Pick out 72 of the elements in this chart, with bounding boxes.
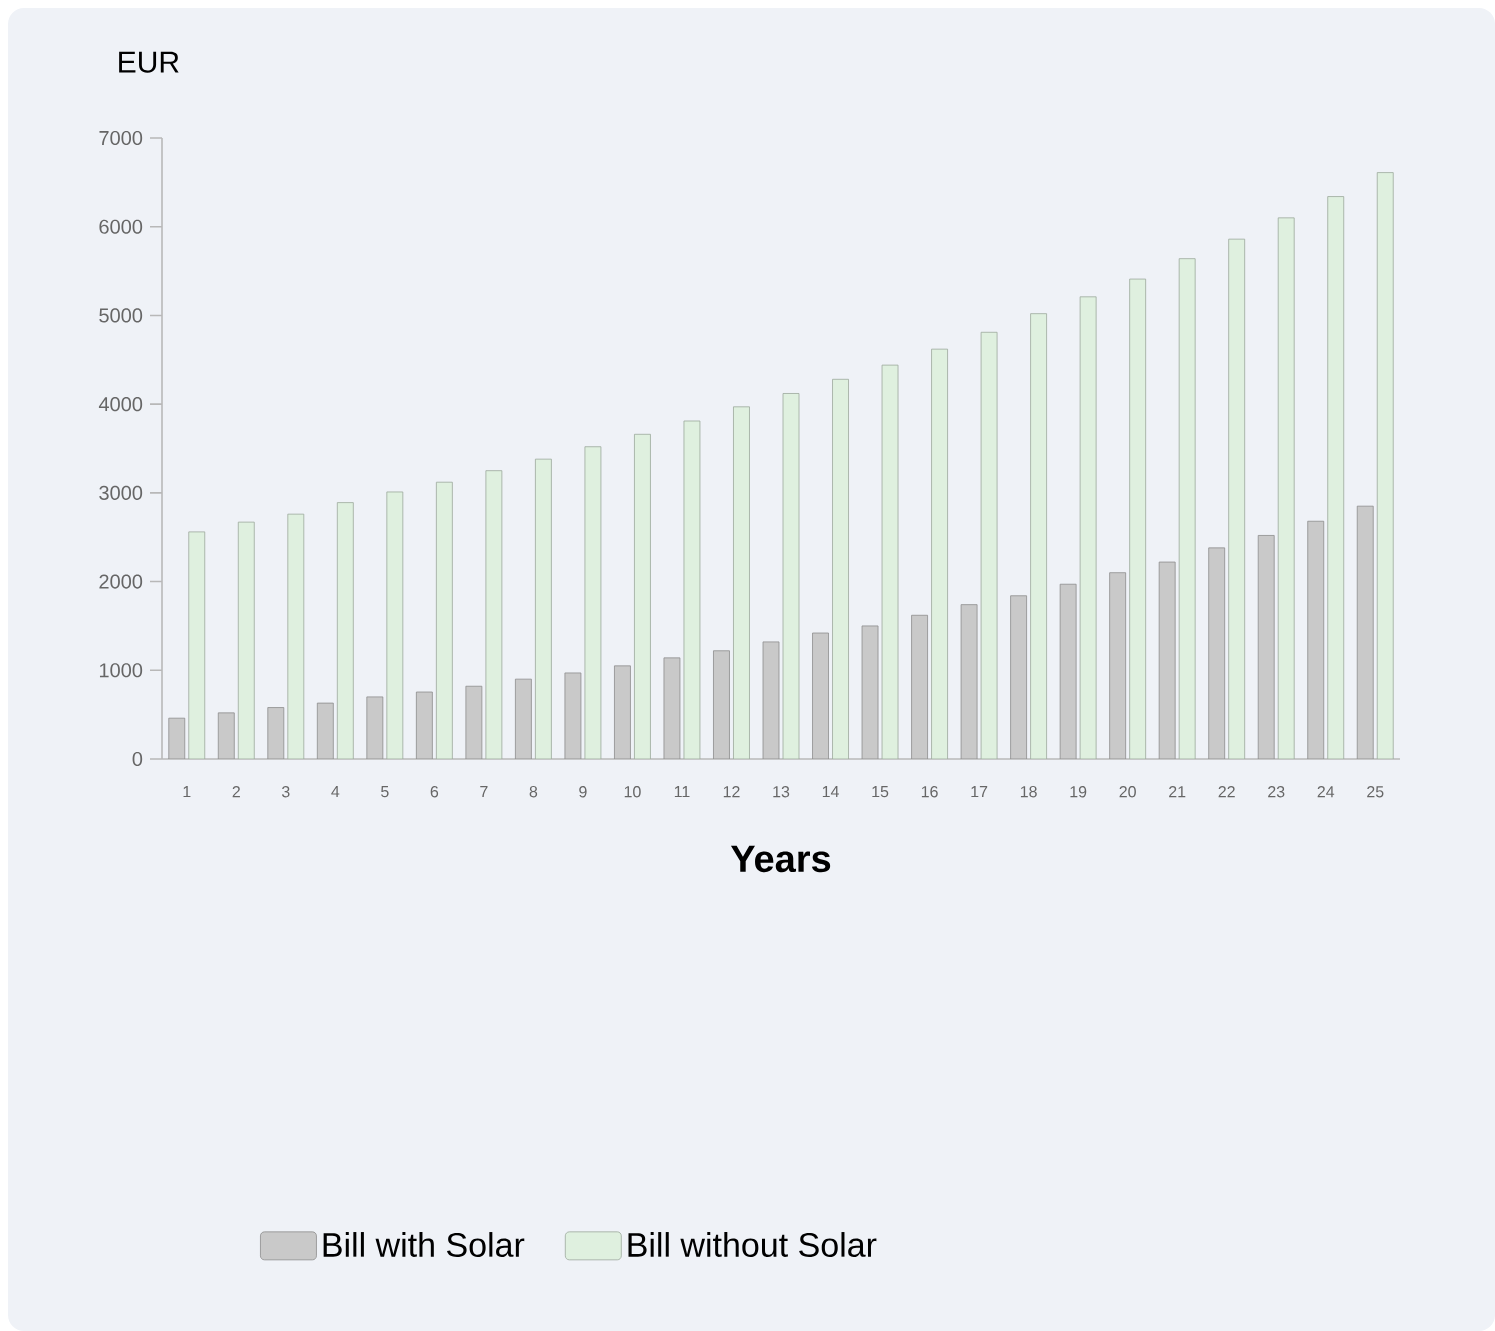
y-axis-title: EUR xyxy=(119,51,179,73)
bar xyxy=(733,406,750,759)
bar xyxy=(316,702,334,759)
bar xyxy=(336,502,354,759)
bar xyxy=(386,491,404,759)
bar xyxy=(287,513,305,759)
bar xyxy=(812,632,829,759)
x-tick-label: 25 xyxy=(1367,786,1384,798)
x-tick-label: 1 xyxy=(183,786,191,798)
bar xyxy=(1129,278,1147,759)
bar xyxy=(168,717,186,759)
bar xyxy=(1327,196,1345,759)
x-tick-label: 12 xyxy=(723,786,740,798)
x-tick-label: 18 xyxy=(1020,786,1037,798)
bar xyxy=(237,521,255,759)
x-tick-label: 6 xyxy=(430,786,439,798)
bar xyxy=(515,678,532,759)
x-tick-label: 7 xyxy=(480,786,488,798)
bar xyxy=(1228,238,1246,759)
x-tick-label: 19 xyxy=(1070,786,1087,798)
x-tick-label: 8 xyxy=(529,786,538,798)
bar xyxy=(1109,572,1127,759)
bar xyxy=(535,458,552,759)
bar xyxy=(1010,595,1027,759)
bar xyxy=(188,531,206,759)
bar xyxy=(366,696,384,759)
x-tick-label: 14 xyxy=(822,786,839,798)
bar xyxy=(1178,258,1196,759)
bar xyxy=(1257,535,1275,759)
x-tick-label: 21 xyxy=(1169,786,1186,798)
x-tick-label: 3 xyxy=(281,786,290,798)
y-tick-label: 4000 xyxy=(98,397,143,412)
x-tick-label: 17 xyxy=(971,786,988,798)
bar xyxy=(713,650,730,759)
bar xyxy=(931,348,948,759)
bar xyxy=(614,665,631,759)
y-tick-label: 3000 xyxy=(99,485,143,500)
bar xyxy=(1356,505,1374,759)
y-tick-label: 6000 xyxy=(99,219,143,234)
bar xyxy=(911,614,928,759)
bar xyxy=(1307,520,1325,759)
y-tick-label: 7000 xyxy=(99,130,143,146)
bar xyxy=(1030,313,1048,759)
bar xyxy=(1208,547,1226,759)
x-tick-label: 13 xyxy=(773,786,790,798)
bar xyxy=(1277,217,1295,759)
bar xyxy=(267,707,285,759)
y-tick-label: 0 xyxy=(132,751,143,767)
x-tick-label: 10 xyxy=(624,786,641,798)
bar xyxy=(832,378,849,759)
y-tick-label: 1000 xyxy=(99,663,143,678)
x-tick-label: 23 xyxy=(1268,786,1285,798)
x-tick-label: 24 xyxy=(1317,786,1335,798)
x-tick-label: 2 xyxy=(232,786,240,798)
bar xyxy=(415,691,433,759)
x-tick-label: 16 xyxy=(921,786,938,798)
y-tick-label: 5000 xyxy=(99,308,143,323)
x-tick-label: 22 xyxy=(1218,786,1235,798)
x-tick-label: 9 xyxy=(579,786,587,798)
x-axis-title: Years xyxy=(730,845,831,873)
x-tick-label: 20 xyxy=(1119,786,1136,798)
x-tick-label: 4 xyxy=(331,786,340,798)
x-tick-label: 15 xyxy=(872,786,889,798)
bar xyxy=(1158,561,1176,759)
legend-label: Bill with Solar xyxy=(323,1232,525,1258)
bar xyxy=(1376,172,1394,759)
legend-label: Bill without Solar xyxy=(628,1232,877,1258)
y-tick-label: 2000 xyxy=(99,574,143,589)
bar xyxy=(634,433,651,759)
x-tick-label: 5 xyxy=(381,786,389,798)
bar xyxy=(435,481,453,759)
x-tick-label: 11 xyxy=(674,786,690,798)
